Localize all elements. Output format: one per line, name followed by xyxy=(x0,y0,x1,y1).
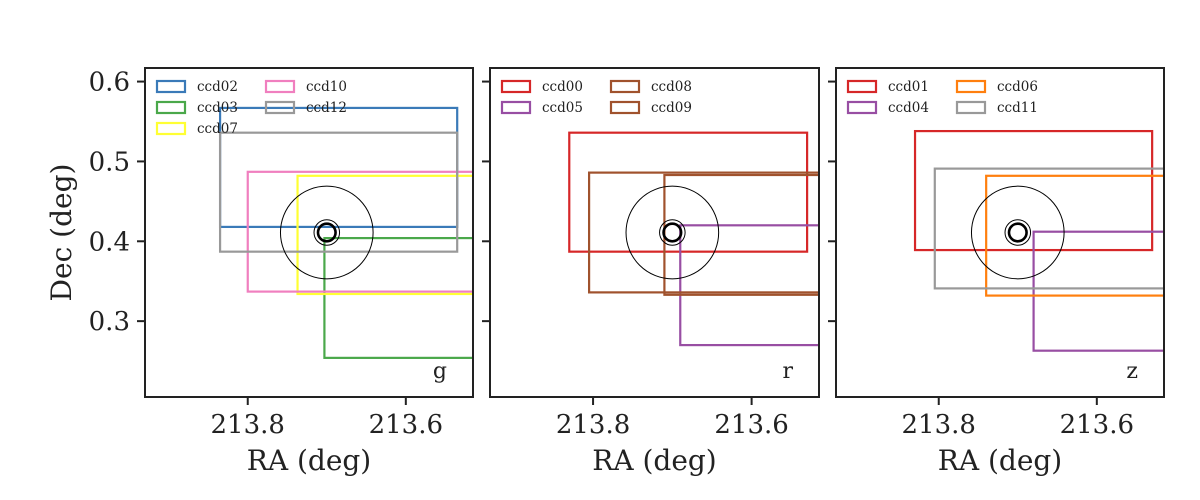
legend-label-ccd11: ccd11 xyxy=(997,100,1038,116)
ccd-footprint-ccd02 xyxy=(218,106,459,229)
legend: ccd02 ccd03 ccd07 ccd10 ccd12 xyxy=(155,79,347,137)
x-tick-label: 213.8 xyxy=(211,410,285,440)
target-circle xyxy=(1007,222,1028,243)
plot-area xyxy=(913,129,1164,352)
legend-swatch-ccd00 xyxy=(500,79,532,94)
axes-frame xyxy=(144,67,474,398)
x-tick-label: 213.8 xyxy=(556,410,630,440)
x-tick-label: 213.6 xyxy=(1060,410,1134,440)
legend-swatch-ccd10 xyxy=(264,79,296,94)
ccd-footprint-ccd04 xyxy=(1032,230,1164,352)
ccd-footprint-ccd00 xyxy=(568,131,809,253)
x-axis-title: RA (deg) xyxy=(592,444,716,477)
panel-g: 213.8 213.6 0.3 0.4 0.5 0.6 RA (deg) Dec (deg) g… xyxy=(45,67,474,477)
ccd-footprint-ccd05 xyxy=(679,224,819,347)
plot-area xyxy=(568,131,819,347)
legend-label-ccd01: ccd01 xyxy=(888,79,929,95)
target-circle xyxy=(1004,219,1032,246)
legend-label-ccd05: ccd05 xyxy=(542,100,583,116)
target-circle xyxy=(316,222,337,243)
legend-label-ccd12: ccd12 xyxy=(306,100,347,116)
legend-label-ccd10: ccd10 xyxy=(306,79,347,95)
plot-area xyxy=(218,106,473,359)
x-axis-title: RA (deg) xyxy=(247,444,371,477)
ccd-footprint-ccd08 xyxy=(587,171,819,294)
ccd-footprint-ccd06 xyxy=(985,174,1164,297)
target-circle xyxy=(970,185,1065,280)
axes-frame xyxy=(835,67,1165,398)
y-tick-label: 0.4 xyxy=(89,227,130,257)
x-tick-label: 213.8 xyxy=(902,410,976,440)
target-circle xyxy=(625,185,720,280)
ccd-footprint-ccd10 xyxy=(246,170,473,293)
x-tick-label: 213.6 xyxy=(714,410,788,440)
ccd-footprint-ccd11 xyxy=(933,167,1164,290)
ccd-footprint-ccd09 xyxy=(663,173,819,296)
legend-label-ccd08: ccd08 xyxy=(651,79,692,95)
target-circle xyxy=(279,185,374,280)
legend: ccd00 ccd05 ccd08 ccd09 xyxy=(500,79,692,116)
legend-label-ccd03: ccd03 xyxy=(197,100,238,116)
x-axis-title: RA (deg) xyxy=(938,444,1062,477)
legend-swatch-ccd01 xyxy=(846,79,878,94)
panel-r: 213.8 213.6 RA (deg) r ccd00 ccd05 ccd08 ccd09 xyxy=(482,67,820,477)
y-axis-title: Dec (deg) xyxy=(45,164,78,302)
legend-label-ccd09: ccd09 xyxy=(651,100,692,116)
legend-label-ccd02: ccd02 xyxy=(197,79,238,95)
legend-swatch-ccd03 xyxy=(155,100,187,115)
y-tick-label: 0.3 xyxy=(89,307,130,337)
legend-swatch-ccd06 xyxy=(955,79,987,94)
legend-swatch-ccd08 xyxy=(609,79,641,94)
y-tick-label: 0.6 xyxy=(89,68,130,98)
legend-label-ccd07: ccd07 xyxy=(197,121,238,137)
ccd-footprint-ccd03 xyxy=(323,236,473,359)
legend-swatch-ccd09 xyxy=(609,100,641,115)
band-label: z xyxy=(1126,359,1138,384)
legend-swatch-ccd12 xyxy=(264,100,296,115)
axes-frame xyxy=(489,67,820,398)
target-circle xyxy=(659,219,686,246)
target-circle xyxy=(313,219,341,246)
legend: ccd01 ccd04 ccd06 ccd11 xyxy=(846,79,1038,116)
target-circle xyxy=(662,222,683,243)
legend-swatch-ccd05 xyxy=(500,100,532,115)
legend-swatch-ccd04 xyxy=(846,100,878,115)
legend-swatch-ccd02 xyxy=(155,79,187,94)
legend-swatch-ccd11 xyxy=(955,100,987,115)
legend-label-ccd06: ccd06 xyxy=(997,79,1038,95)
x-tick-label: 213.6 xyxy=(369,410,443,440)
band-label: g xyxy=(433,359,447,384)
ccd-footprint-ccd07 xyxy=(296,174,473,296)
y-tick-label: 0.5 xyxy=(89,147,130,177)
legend-label-ccd00: ccd00 xyxy=(542,79,583,95)
legend-label-ccd04: ccd04 xyxy=(888,100,929,116)
panel-z: 213.8 213.6 RA (deg) z ccd01 ccd04 ccd06 ccd11 xyxy=(828,67,1165,477)
ccd-footprint-ccd12 xyxy=(218,131,459,253)
band-label: r xyxy=(782,359,793,384)
legend-swatch-ccd07 xyxy=(155,121,187,136)
